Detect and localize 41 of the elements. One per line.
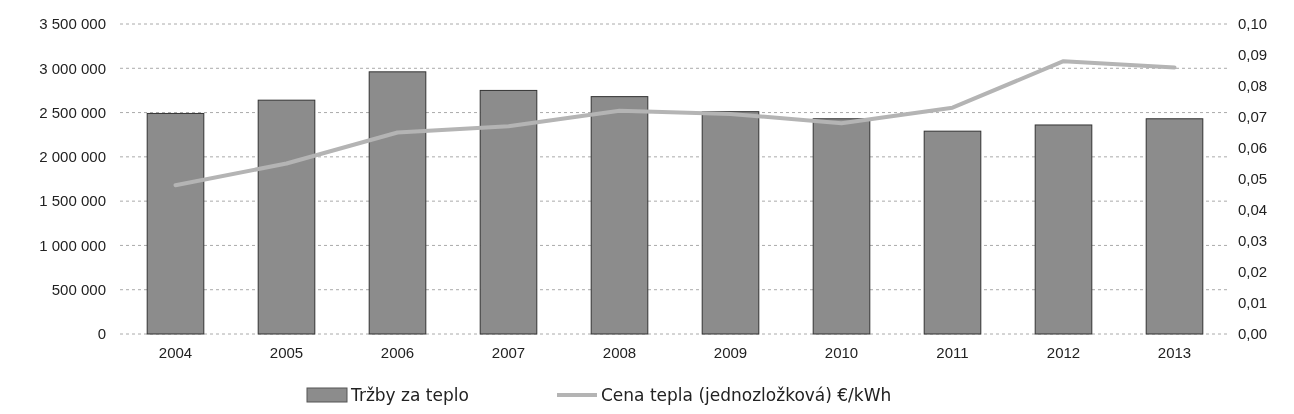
y2-tick-label: 0,02	[1238, 263, 1268, 281]
y-tick-label: 1 500 000	[39, 192, 106, 210]
y2-tick-label: 0,05	[1238, 170, 1268, 188]
x-tick-label: 2010	[824, 344, 859, 361]
x-tick-label: 2008	[602, 344, 637, 361]
y-tick-label: 2 500 000	[39, 103, 106, 121]
y-tick-label: 3 000 000	[39, 59, 106, 77]
y2-tick-label: 0,04	[1238, 201, 1268, 219]
bar	[1034, 124, 1093, 335]
bar	[590, 96, 649, 335]
x-tick-label: 2009	[713, 344, 748, 361]
bar	[812, 118, 871, 335]
bar	[701, 111, 760, 335]
bar	[368, 71, 427, 335]
x-tick-label: 2006	[380, 344, 415, 361]
y2-tick-label: 0,06	[1238, 139, 1268, 157]
x-tick-label: 2013	[1157, 344, 1192, 361]
x-tick-label: 2012	[1046, 344, 1081, 361]
bar	[1145, 118, 1204, 335]
legend-label: Tržby za teplo	[350, 384, 469, 405]
bar	[146, 112, 205, 335]
y-tick-label: 2 000 000	[39, 148, 106, 166]
y2-tick-label: 0,08	[1238, 77, 1268, 95]
y-tick-label: 3 500 000	[39, 15, 106, 33]
y2-tick-label: 0,09	[1238, 46, 1268, 64]
y-tick-label: 0	[97, 325, 106, 343]
x-tick-label: 2007	[491, 344, 526, 361]
y-tick-label: 500 000	[51, 280, 106, 298]
bar	[479, 89, 538, 335]
y2-tick-label: 0,07	[1238, 108, 1268, 126]
x-tick-label: 2005	[269, 344, 304, 361]
y-tick-label: 1 000 000	[39, 236, 106, 254]
y2-tick-label: 0,10	[1238, 15, 1268, 33]
x-tick-label: 2011	[936, 344, 969, 361]
y2-tick-label: 0,03	[1238, 232, 1268, 250]
legend-label: Cena tepla (jednozložková) €/kWh	[601, 384, 892, 405]
y2-tick-label: 0,01	[1238, 294, 1268, 312]
bar	[257, 99, 316, 335]
x-tick-label: 2004	[158, 344, 193, 361]
y2-tick-label: 0,00	[1238, 325, 1268, 343]
bar	[923, 130, 982, 335]
